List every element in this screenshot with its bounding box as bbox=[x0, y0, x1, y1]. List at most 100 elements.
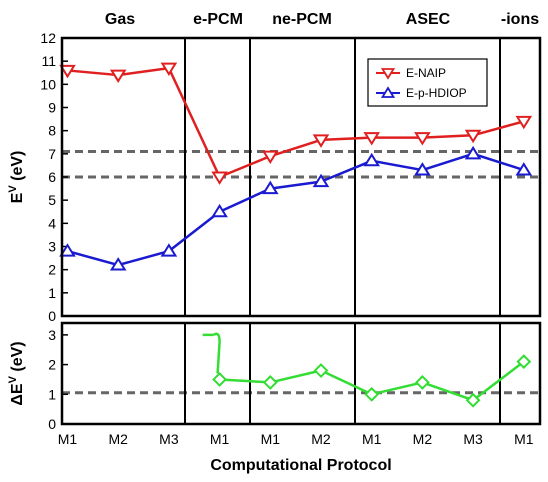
series-line-segment bbox=[472, 120, 525, 137]
y-axis-title-tail: (eV) bbox=[9, 341, 26, 376]
series-line-segment bbox=[320, 136, 372, 142]
y-tick-label: 9 bbox=[48, 100, 56, 116]
data-point-marker bbox=[59, 64, 76, 79]
panel-frame bbox=[60, 321, 542, 426]
y-tick-label: 12 bbox=[40, 30, 56, 46]
series-line-segment bbox=[118, 66, 170, 77]
data-point-marker bbox=[160, 243, 178, 257]
series-line-segment bbox=[219, 187, 271, 213]
series-line-segment bbox=[320, 369, 373, 396]
series-line-segment bbox=[67, 249, 119, 267]
x-tick-label: M1 bbox=[58, 431, 78, 447]
y-axis-title-sup: V bbox=[7, 185, 19, 193]
y-tick-label: 5 bbox=[48, 192, 56, 208]
data-point-marker bbox=[414, 162, 431, 176]
series-line-segment bbox=[167, 67, 221, 178]
data-point-marker bbox=[262, 150, 279, 165]
data-point-marker bbox=[515, 162, 533, 176]
data-point-marker bbox=[313, 363, 329, 378]
series-line-segment bbox=[270, 369, 322, 384]
x-tick-label: M2 bbox=[413, 431, 433, 447]
legend-entry: E-NAIP bbox=[406, 66, 446, 80]
series-line-segment bbox=[422, 152, 474, 172]
data-point-marker bbox=[414, 132, 431, 146]
y-tick-label: 2 bbox=[48, 357, 56, 373]
y-tick-label: 0 bbox=[48, 416, 56, 432]
data-point-marker bbox=[464, 145, 482, 160]
data-point-marker bbox=[312, 173, 330, 188]
data-point-marker bbox=[516, 354, 532, 370]
data-point-marker bbox=[414, 374, 430, 390]
series-line-segment bbox=[117, 249, 170, 267]
series-line-segment bbox=[472, 360, 525, 402]
data-point-marker bbox=[262, 180, 279, 195]
series-line-segment bbox=[421, 381, 474, 402]
y-axis-title-sup: V bbox=[7, 375, 19, 383]
y-tick-label: 7 bbox=[48, 146, 56, 162]
y-axis-title-main: E bbox=[9, 192, 26, 203]
data-point-marker bbox=[212, 372, 228, 387]
y-tick-label: 2 bbox=[48, 262, 56, 278]
legend-entry: E-p-HDIOP bbox=[406, 86, 467, 100]
x-axis-title: Computational Protocol bbox=[210, 457, 391, 474]
series-line-segment bbox=[219, 154, 271, 179]
x-tick-label: M1 bbox=[362, 431, 382, 447]
data-point-marker bbox=[464, 129, 482, 144]
y-tick-label: 8 bbox=[48, 123, 56, 139]
y-tick-label: 0 bbox=[48, 308, 56, 324]
y-axis-title-main: ΔE bbox=[9, 383, 26, 406]
series-line-segment bbox=[371, 159, 423, 172]
section-heading: e-PCM bbox=[193, 11, 243, 28]
section-heading: ne-PCM bbox=[272, 11, 332, 28]
data-point-marker bbox=[262, 374, 278, 390]
data-point-marker bbox=[312, 134, 330, 148]
x-tick-label: M1 bbox=[210, 431, 230, 447]
series-line-segment bbox=[168, 210, 221, 253]
y-tick-label: 11 bbox=[41, 53, 56, 69]
x-tick-label: M1 bbox=[514, 431, 534, 447]
x-tick-label: M3 bbox=[159, 431, 179, 447]
y-axis-title: EV (eV) bbox=[7, 151, 26, 204]
y-tick-label: 6 bbox=[48, 169, 56, 185]
series-line-segment bbox=[269, 138, 322, 158]
section-heading: ASEC bbox=[406, 11, 451, 28]
data-point-marker bbox=[59, 243, 76, 257]
data-point-marker bbox=[363, 132, 380, 146]
y-axis-title-tail: (eV) bbox=[9, 151, 26, 186]
x-tick-label: M2 bbox=[311, 431, 331, 447]
series-line-segment bbox=[472, 152, 525, 172]
data-point-marker bbox=[364, 386, 380, 402]
y-tick-label: 3 bbox=[48, 327, 56, 343]
data-point-marker bbox=[211, 203, 228, 218]
x-tick-label: M2 bbox=[108, 431, 128, 447]
panel-frame bbox=[60, 36, 542, 318]
series-line-segment bbox=[371, 381, 423, 396]
y-tick-label: 4 bbox=[48, 215, 56, 231]
y-tick-label: 3 bbox=[48, 239, 56, 255]
data-point-marker bbox=[515, 115, 533, 130]
legend-box bbox=[367, 58, 488, 107]
series-line-segment bbox=[270, 180, 322, 190]
section-heading: Gas bbox=[105, 11, 135, 28]
section-heading: -ions bbox=[501, 11, 539, 28]
series-line-stub bbox=[202, 332, 221, 374]
y-axis-title: ΔEV (eV) bbox=[7, 341, 26, 405]
x-tick-label: M3 bbox=[463, 431, 483, 447]
series-line-segment bbox=[422, 134, 474, 139]
series-line-segment bbox=[67, 69, 119, 77]
data-point-marker bbox=[160, 62, 178, 77]
legend-swatch-marker bbox=[380, 68, 396, 80]
data-point-marker bbox=[465, 392, 481, 408]
series-line-segment bbox=[320, 159, 373, 183]
series-line-segment bbox=[219, 378, 271, 384]
data-point-marker bbox=[109, 257, 127, 271]
data-point-marker bbox=[211, 171, 228, 185]
y-tick-label: 1 bbox=[48, 386, 56, 402]
y-tick-label: 10 bbox=[40, 76, 56, 92]
legend-swatch-marker bbox=[380, 86, 396, 98]
y-tick-label: 1 bbox=[48, 285, 56, 301]
data-point-marker bbox=[109, 69, 127, 83]
data-point-marker bbox=[363, 152, 380, 167]
